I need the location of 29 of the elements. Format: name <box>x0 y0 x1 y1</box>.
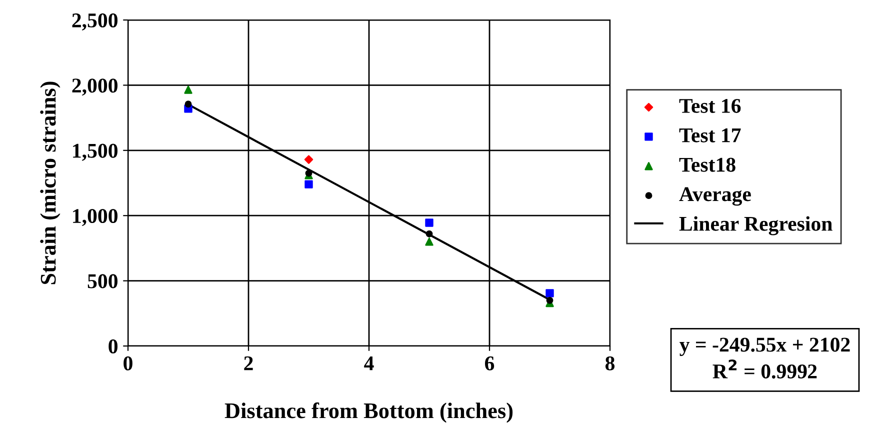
point <box>426 230 433 238</box>
x-tick-label: 4 <box>364 356 374 370</box>
x-tick-label: 6 <box>485 356 494 370</box>
y-tick-label: 1,000 <box>73 208 118 226</box>
x-tick-label: 2 <box>244 356 253 370</box>
legend-label: Linear Regresion <box>679 216 832 236</box>
x-axis-title: Distance from Bottom (inches) <box>224 402 513 423</box>
point <box>546 289 554 298</box>
x-tick-label: 8 <box>605 356 615 370</box>
legend-label: Test18 <box>679 158 736 172</box>
y-tick-label: 2,500 <box>72 13 118 30</box>
point <box>425 238 434 246</box>
y-axis-title: Strain (micro strains) <box>40 82 60 284</box>
legend-label: Test 16 <box>679 98 741 113</box>
point <box>305 170 312 177</box>
legend-label: Test 17 <box>679 128 741 142</box>
x-tick-label: 0 <box>124 356 132 370</box>
y-tick-label: 500 <box>88 274 118 288</box>
point <box>184 86 192 94</box>
point <box>184 100 192 108</box>
y-tick-label: 0 <box>108 339 118 354</box>
point <box>546 296 554 304</box>
point <box>425 218 434 227</box>
text: y = -249.55x + 2102 R$^{2}$ = 0.9992 <box>680 338 850 379</box>
legend-label: Average <box>679 187 751 206</box>
point <box>304 155 314 164</box>
point <box>304 180 313 188</box>
y-tick-label: 2,000 <box>72 78 118 96</box>
y-tick-label: 1,500 <box>73 144 118 161</box>
